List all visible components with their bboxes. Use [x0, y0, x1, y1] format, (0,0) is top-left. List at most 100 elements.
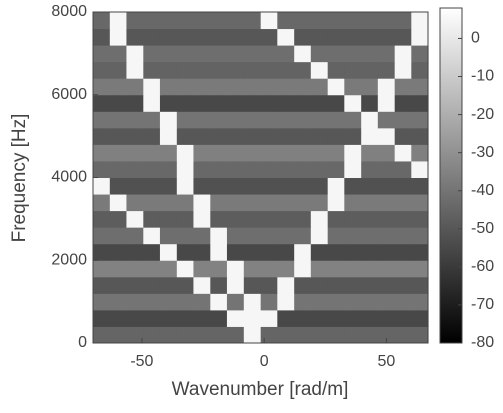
heatmap-cell	[294, 78, 312, 96]
heatmap-cell	[243, 260, 262, 278]
heatmap-cell	[243, 78, 262, 96]
heatmap-cell	[126, 227, 144, 245]
colorbar-tick-label: -70	[471, 296, 494, 313]
heatmap-cell	[327, 45, 345, 63]
heatmap-cell	[92, 127, 111, 145]
heatmap-cell	[310, 78, 329, 96]
heatmap-cell	[361, 210, 379, 228]
heatmap-cell	[109, 78, 128, 96]
heatmap-cell	[176, 144, 195, 162]
heatmap-cell	[210, 227, 228, 245]
heatmap-cell	[310, 276, 329, 294]
heatmap-cell	[143, 293, 161, 311]
heatmap-cell	[243, 326, 262, 344]
heatmap-cell	[310, 111, 329, 129]
heatmap-cell	[294, 111, 312, 129]
heatmap-cell	[277, 210, 295, 228]
heatmap-cell	[394, 144, 412, 162]
heatmap-cell	[193, 61, 211, 79]
heatmap-cell	[143, 61, 161, 79]
colorbar-tick-label: -30	[471, 144, 494, 161]
heatmap-cell	[143, 326, 161, 344]
heatmap-cell	[109, 309, 128, 327]
heatmap-cell	[277, 61, 295, 79]
heatmap-cell	[327, 28, 345, 46]
heatmap-cell	[176, 210, 195, 228]
heatmap-cell	[327, 127, 345, 145]
heatmap-cell	[411, 177, 429, 195]
heatmap-cell	[310, 12, 329, 30]
heatmap-cell	[411, 210, 429, 228]
heatmap-cell	[344, 243, 362, 261]
heatmap-cell	[411, 194, 429, 212]
heatmap-cell	[226, 127, 245, 145]
heatmap-cell	[193, 177, 211, 195]
heatmap-cell	[361, 45, 379, 63]
heatmap	[92, 12, 429, 344]
heatmap-cell	[143, 45, 161, 63]
heatmap-cell	[260, 194, 278, 212]
heatmap-cell	[126, 276, 144, 294]
heatmap-cell	[327, 78, 345, 96]
heatmap-cell	[394, 243, 412, 261]
heatmap-cell	[176, 94, 195, 112]
heatmap-cell	[109, 45, 128, 63]
heatmap-cell	[126, 160, 144, 178]
heatmap-cell	[92, 210, 111, 228]
heatmap-cell	[159, 177, 178, 195]
heatmap-cell	[277, 12, 295, 30]
heatmap-cell	[193, 78, 211, 96]
heatmap-cell	[159, 94, 178, 112]
heatmap-cell	[277, 276, 295, 294]
heatmap-cell	[294, 227, 312, 245]
heatmap-cell	[361, 78, 379, 96]
heatmap-cell	[159, 293, 178, 311]
heatmap-cell	[193, 94, 211, 112]
heatmap-cell	[176, 12, 195, 30]
heatmap-cell	[193, 28, 211, 46]
heatmap-cell	[327, 177, 345, 195]
heatmap-cell	[310, 177, 329, 195]
heatmap-cell	[226, 111, 245, 129]
heatmap-cell	[226, 243, 245, 261]
heatmap-cell	[109, 177, 128, 195]
heatmap-cell	[294, 61, 312, 79]
heatmap-cell	[277, 144, 295, 162]
heatmap-cell	[294, 309, 312, 327]
heatmap-cell	[327, 227, 345, 245]
heatmap-cell	[361, 28, 379, 46]
heatmap-cell	[260, 227, 278, 245]
heatmap-cell	[294, 45, 312, 63]
heatmap-cell	[377, 160, 396, 178]
heatmap-cell	[143, 12, 161, 30]
heatmap-cell	[109, 160, 128, 178]
heatmap-cell	[310, 61, 329, 79]
heatmap-cell	[260, 160, 278, 178]
heatmap-cell	[92, 309, 111, 327]
heatmap-cell	[143, 160, 161, 178]
heatmap-cell	[176, 160, 195, 178]
heatmap-cell	[126, 309, 144, 327]
heatmap-cell	[394, 78, 412, 96]
heatmap-cell	[327, 61, 345, 79]
heatmap-cell	[411, 45, 429, 63]
heatmap-cell	[377, 309, 396, 327]
heatmap-cell	[361, 309, 379, 327]
heatmap-cell	[310, 94, 329, 112]
heatmap-cell	[327, 12, 345, 30]
colorbar-tick-label: -80	[471, 334, 494, 351]
heatmap-cell	[327, 194, 345, 212]
heatmap-cell	[344, 293, 362, 311]
heatmap-cell	[260, 127, 278, 145]
heatmap-cell	[344, 210, 362, 228]
heatmap-cell	[277, 293, 295, 311]
heatmap-cell	[109, 28, 128, 46]
heatmap-cell	[277, 194, 295, 212]
heatmap-cell	[260, 28, 278, 46]
heatmap-cell	[109, 326, 128, 344]
heatmap-cell	[243, 160, 262, 178]
heatmap-cell	[92, 45, 111, 63]
heatmap-cell	[411, 127, 429, 145]
heatmap-cell	[294, 293, 312, 311]
heatmap-cell	[394, 45, 412, 63]
